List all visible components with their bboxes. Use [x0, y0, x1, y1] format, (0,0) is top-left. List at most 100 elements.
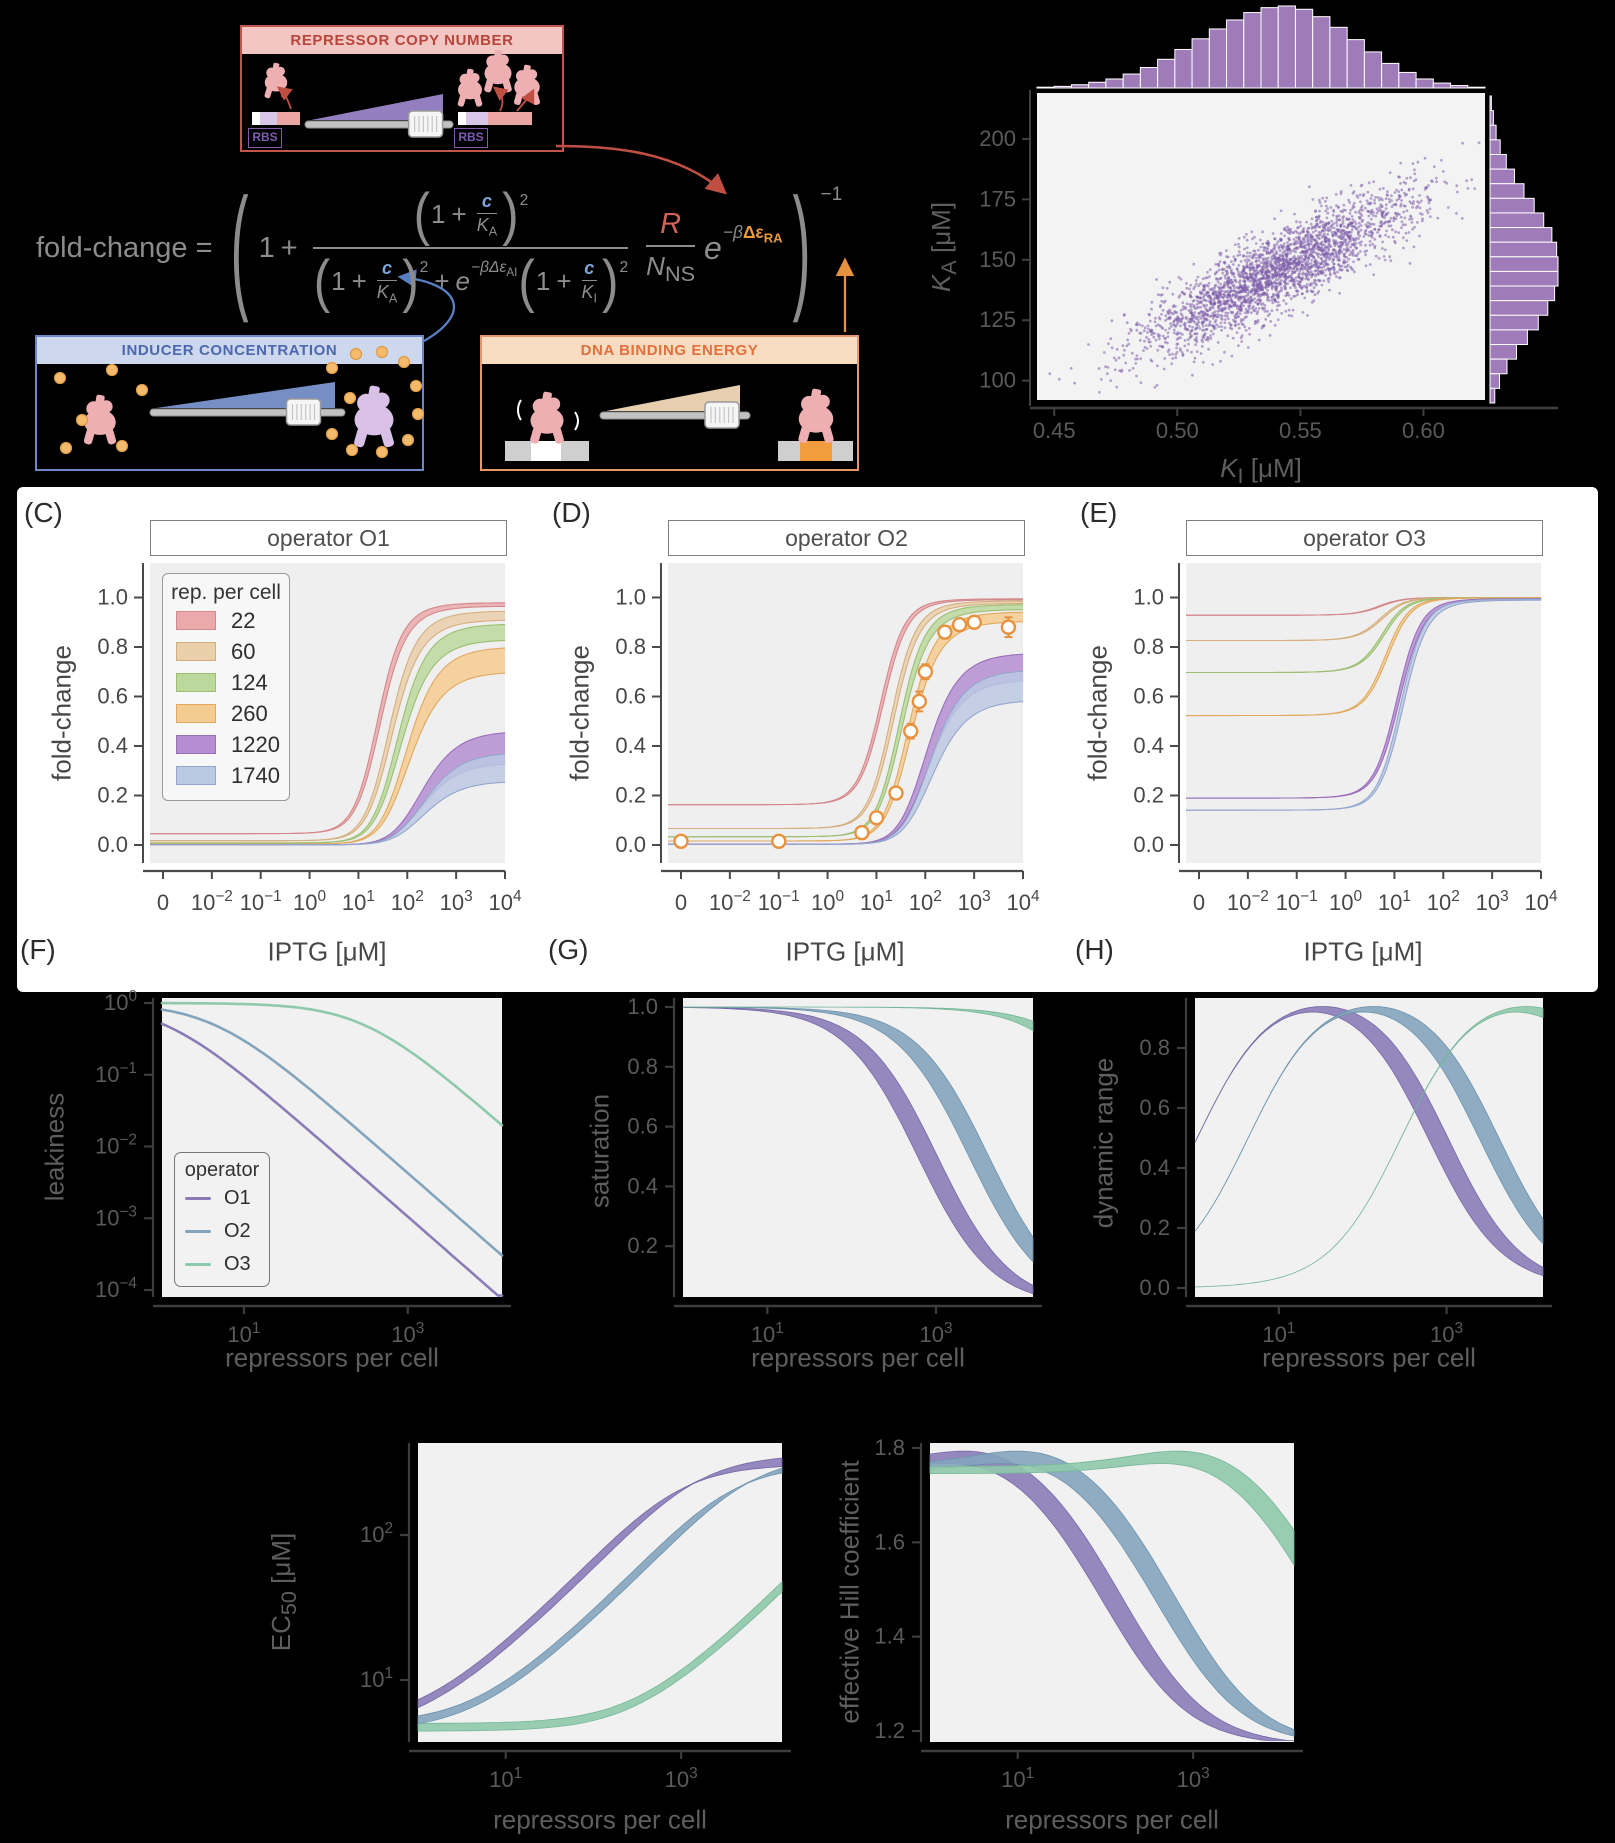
- legend-swatch: [176, 642, 216, 661]
- outer-exponent: −1: [820, 184, 843, 205]
- legend-swatch: [176, 735, 216, 754]
- svg-text:0.45: 0.45: [1033, 418, 1076, 443]
- svg-text:10−4: 10−4: [95, 1275, 137, 1302]
- legend-entry: O3: [175, 1248, 269, 1281]
- xlabel-repressors-H: repressors per cell: [1262, 1342, 1476, 1373]
- band-O1: [682, 1006, 1034, 1295]
- ylabel-fold-change-E: fold-change: [1082, 645, 1113, 781]
- svg-text:0.8: 0.8: [627, 1054, 658, 1079]
- band-O2: [1194, 1006, 1544, 1245]
- band-O2: [417, 1467, 783, 1725]
- xlabel-repressors-G: repressors per cell: [751, 1342, 965, 1373]
- band-O2: [683, 1006, 1034, 1263]
- legend-swatch: [176, 704, 216, 723]
- panel-letter-E: (E): [1080, 497, 1118, 528]
- legend-swatch: [176, 611, 216, 630]
- xlabel-KI: KI [μM]: [1220, 452, 1302, 489]
- fold-change-equation: fold-change = ( 1 + (1 + c KA ) 2 (1 + c KA ) 2…: [36, 170, 842, 326]
- svg-text:1.6: 1.6: [874, 1529, 905, 1554]
- rbs-label-right: RBS: [454, 128, 488, 148]
- svg-text:0.55: 0.55: [1279, 418, 1322, 443]
- title-operator-O1: operator O1: [150, 520, 507, 556]
- band-O1: [1194, 1006, 1544, 1277]
- svg-text:1.2: 1.2: [874, 1718, 905, 1743]
- svg-text:0.60: 0.60: [1402, 418, 1445, 443]
- band-O1: [417, 1457, 783, 1709]
- legend-line-swatch: [185, 1196, 211, 1201]
- legend-rep-per-cell: rep. per cell 22 60 124 260 1220 1740: [162, 573, 290, 801]
- xlabel-iptg-D: IPTG [μM]: [785, 936, 905, 967]
- curve-O3: [160, 1001, 504, 1127]
- open-paren: (: [230, 171, 249, 325]
- panel-letter-G: (G): [548, 934, 589, 965]
- svg-text:0.2: 0.2: [1139, 1215, 1170, 1240]
- svg-text:103: 103: [1177, 1765, 1210, 1792]
- svg-text:103: 103: [665, 1765, 698, 1792]
- dEra-exponent: −βΔεRA: [722, 222, 783, 246]
- svg-text:10−1: 10−1: [95, 1060, 137, 1087]
- svg-text:101: 101: [1001, 1765, 1034, 1792]
- inducer-concentration-box: INDUCER CONCENTRATION: [35, 335, 424, 471]
- ylabel-KA: KA [μM]: [925, 201, 962, 293]
- svg-text:0.6: 0.6: [627, 1114, 658, 1139]
- panel-letter-D: (D): [552, 497, 591, 528]
- legend-entry: 1740: [163, 760, 289, 791]
- band-O3: [929, 1450, 1295, 1567]
- svg-text:125: 125: [979, 307, 1016, 332]
- svg-text:175: 175: [979, 186, 1016, 211]
- legend-operator-title: operator: [184, 1159, 260, 1181]
- legend-operator: operator O1 O2 O3: [174, 1152, 270, 1287]
- equation-lhs: fold-change =: [36, 231, 213, 264]
- title-operator-O2: operator O2: [668, 520, 1025, 556]
- dna-binding-energy-box: DNA BINDING ENERGY: [480, 335, 859, 471]
- svg-text:10−3: 10−3: [95, 1203, 137, 1230]
- band-O3: [1194, 1006, 1544, 1288]
- legend-entry: 260: [163, 698, 289, 729]
- band-O3: [683, 1006, 1034, 1032]
- svg-text:0.8: 0.8: [1139, 1035, 1170, 1060]
- ylabel-fold-change-D: fold-change: [564, 645, 595, 781]
- legend-entry: 60: [163, 636, 289, 667]
- legend-entry: O1: [175, 1182, 269, 1215]
- band-O2: [929, 1450, 1295, 1737]
- ylabel-leakiness: leakiness: [39, 1092, 70, 1202]
- svg-text:101: 101: [489, 1765, 522, 1792]
- svg-text:0.4: 0.4: [1139, 1155, 1170, 1180]
- legend-entry: O2: [175, 1215, 269, 1248]
- legend-entry: 22: [163, 605, 289, 636]
- svg-text:102: 102: [360, 1520, 393, 1547]
- property-panel-EC50: 101 103 102 101: [360, 1443, 791, 1792]
- svg-text:0.2: 0.2: [627, 1233, 658, 1258]
- ylabel-ec50: EC50 [μM]: [265, 1532, 302, 1652]
- main-fraction: (1 + c KA ) 2 (1 + c KA ) 2 + e −βΔεAI (1 + c KI …: [312, 182, 629, 314]
- posterior-jointplot: 100 125 150 175 200 0.45 0.50 0.55 0.60: [979, 5, 1559, 443]
- svg-text:0.0: 0.0: [1139, 1275, 1170, 1300]
- rbs-label-left: RBS: [248, 128, 282, 148]
- svg-text:0.50: 0.50: [1156, 418, 1199, 443]
- R-over-NNS: R NNS: [646, 208, 696, 287]
- svg-text:0.6: 0.6: [1139, 1095, 1170, 1120]
- band-O3: [417, 1580, 783, 1732]
- panel-letter-F: (F): [20, 934, 56, 965]
- ylabel-dynamic-range: dynamic range: [1088, 1057, 1119, 1229]
- svg-text:1.4: 1.4: [874, 1624, 905, 1649]
- legend-rep-title: rep. per cell: [171, 581, 281, 604]
- xlabel-repressors-EC50: repressors per cell: [493, 1804, 707, 1835]
- legend-swatch: [176, 673, 216, 692]
- svg-text:100: 100: [104, 988, 137, 1015]
- xlabel-iptg-E: IPTG [μM]: [1303, 936, 1423, 967]
- ylabel-effective-hill: effective Hill coefficient: [834, 1460, 865, 1724]
- legend-line-swatch: [185, 1262, 211, 1267]
- title-operator-O3: operator O3: [1186, 520, 1543, 556]
- svg-text:100: 100: [979, 368, 1016, 393]
- svg-text:200: 200: [979, 126, 1016, 151]
- svg-text:150: 150: [979, 247, 1016, 272]
- xlabel-repressors-HILL: repressors per cell: [1005, 1804, 1219, 1835]
- xlabel-repressors-F: repressors per cell: [225, 1342, 439, 1373]
- svg-text:1.8: 1.8: [874, 1435, 905, 1460]
- dna-box-header: DNA BINDING ENERGY: [482, 337, 857, 364]
